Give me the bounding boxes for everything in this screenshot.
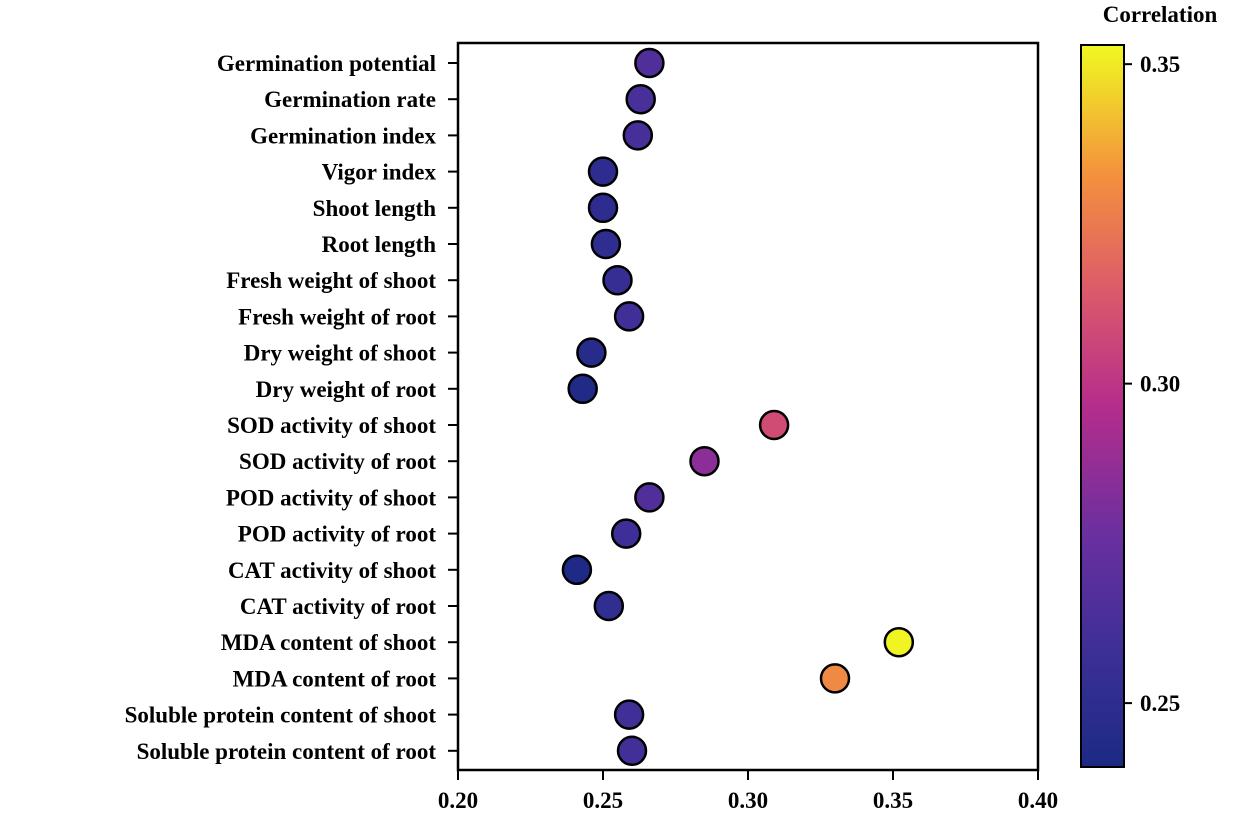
x-axis: 0.20 0.25 0.30 0.35 0.40 <box>438 770 1058 813</box>
y-tick-label: SOD activity of shoot <box>227 413 436 438</box>
y-tick-label: Shoot length <box>313 196 437 221</box>
colorbar-tick-label: 0.30 <box>1140 372 1180 397</box>
x-tick-label: 0.40 <box>1018 788 1058 813</box>
y-tick-label: Soluble protein content of root <box>137 739 437 764</box>
colorbar-tick-label: 0.25 <box>1140 691 1180 716</box>
data-point <box>610 518 642 549</box>
y-tick-label: Germination rate <box>264 87 436 112</box>
data-point <box>590 228 622 260</box>
colorbar: Correlation 0.25 0.30 0.35 <box>1080 2 1218 768</box>
data-point <box>758 409 790 441</box>
y-tick-label: Germination index <box>250 123 436 148</box>
y-tick-label: Vigor index <box>322 160 437 185</box>
x-tick-label: 0.20 <box>438 788 478 813</box>
plot-frame <box>456 41 1040 772</box>
data-point <box>819 663 851 694</box>
data-point <box>576 337 607 368</box>
y-tick-label: Soluble protein content of shoot <box>125 703 437 728</box>
data-point <box>561 554 593 586</box>
data-point <box>634 482 665 513</box>
data-point <box>587 156 619 187</box>
y-tick-label: MDA content of shoot <box>221 630 437 655</box>
y-tick-label: POD activity of root <box>238 522 437 547</box>
x-tick-label: 0.25 <box>583 788 623 813</box>
y-tick-label: Fresh weight of root <box>238 304 436 329</box>
data-point <box>622 120 654 151</box>
data-point <box>634 47 665 79</box>
y-tick-label: MDA content of root <box>233 666 437 691</box>
colorbar-title: Correlation <box>1103 2 1218 27</box>
y-tick-label: POD activity of shoot <box>226 485 437 510</box>
y-tick-label: CAT activity of root <box>240 594 436 619</box>
y-tick-label: Germination potential <box>217 51 436 76</box>
data-point <box>567 373 598 405</box>
y-tick-label: Dry weight of root <box>256 377 437 402</box>
data-point <box>625 83 656 115</box>
y-tick-label: Dry weight of shoot <box>244 341 437 366</box>
colorbar-tick-label: 0.35 <box>1140 52 1180 77</box>
data-point <box>593 590 625 622</box>
x-tick-label: 0.30 <box>728 788 768 813</box>
data-points <box>561 47 915 767</box>
y-tick-label: SOD activity of root <box>239 449 436 474</box>
y-tick-label: CAT activity of shoot <box>228 558 436 583</box>
y-axis-labels: Germination potential Germination rate Ger… <box>125 51 458 764</box>
data-point <box>689 445 720 477</box>
data-point <box>602 264 633 296</box>
data-point <box>587 192 619 224</box>
data-point <box>616 735 648 767</box>
data-point <box>883 626 915 658</box>
y-tick-label: Fresh weight of shoot <box>226 268 436 293</box>
x-tick-label: 0.35 <box>873 788 913 813</box>
plot-border <box>456 41 1040 772</box>
data-point <box>613 699 645 730</box>
data-point <box>613 301 645 332</box>
y-tick-label: Root length <box>322 232 437 257</box>
colorbar-gradient <box>1080 44 1125 768</box>
